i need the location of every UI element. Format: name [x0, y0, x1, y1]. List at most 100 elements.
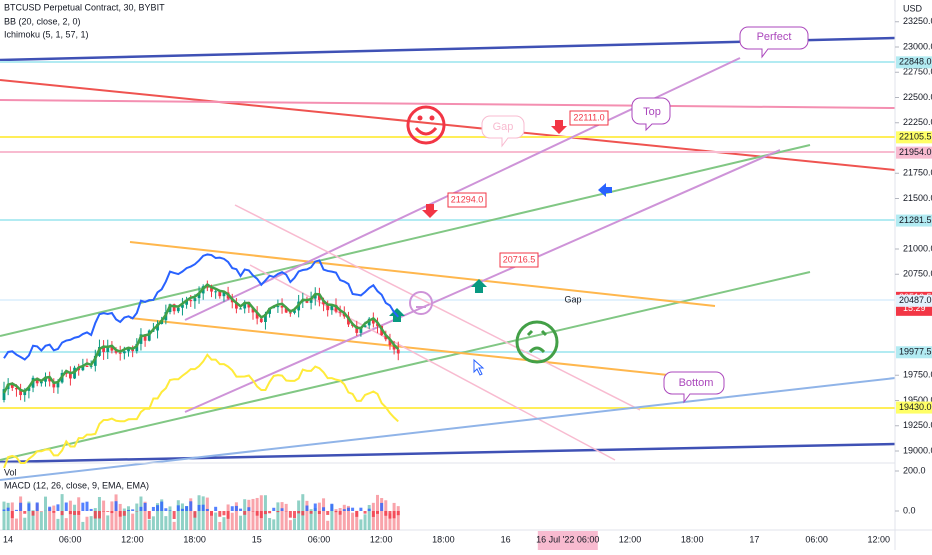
volume-bar [231, 513, 234, 530]
macd-bar [102, 511, 105, 512]
time-label: 18:00 [432, 534, 455, 544]
bb-lower [4, 355, 398, 468]
macd-bar [368, 509, 371, 511]
macd-bar [359, 508, 362, 511]
annotation: Perfect [757, 31, 792, 43]
time-label: 12:00 [619, 534, 642, 544]
macd-bar [69, 511, 72, 514]
price-tag-label: 19977.5 [899, 347, 932, 357]
volume-bar [169, 506, 172, 530]
macd-bar [256, 511, 259, 516]
volume-bar [285, 504, 288, 530]
volume-bar [7, 503, 10, 530]
time-label: 06:00 [308, 534, 331, 544]
candle [239, 308, 242, 309]
volume-bar [148, 520, 151, 530]
volume-bar [56, 519, 59, 530]
volume-bar [131, 514, 134, 530]
macd-bar [330, 504, 333, 511]
macd-bar [268, 511, 271, 513]
macd-bar [355, 511, 358, 517]
macd-bar [235, 506, 238, 511]
volume-bar [351, 513, 354, 530]
macd-bar [260, 511, 263, 518]
pane-tick: 200.0 [903, 465, 926, 475]
time-label: 17 [749, 534, 759, 544]
volume-bar [380, 498, 383, 530]
macd-bar [239, 509, 242, 511]
time-label: 12:00 [868, 534, 891, 544]
macd-bar [127, 510, 130, 511]
macd-bar [119, 511, 122, 517]
macd-bar [36, 502, 39, 511]
volume-bar [222, 517, 225, 530]
macd-bar [351, 508, 354, 511]
volume-bar [239, 516, 242, 530]
volume-bar [73, 505, 76, 530]
candle [194, 298, 197, 301]
volume-bar [214, 513, 217, 530]
macd-bar [181, 509, 184, 511]
macd-bar [206, 509, 209, 511]
pane-tick: 0.0 [903, 505, 916, 515]
volume-bar [65, 518, 68, 530]
macd-bar [305, 506, 308, 511]
macd-bar [380, 503, 383, 511]
time-label: 18:00 [681, 534, 704, 544]
macd-bar [15, 510, 18, 511]
candle [86, 366, 89, 367]
price-label: 19750.0 [903, 370, 932, 380]
macd-bar [73, 511, 76, 515]
volume-bar [119, 504, 122, 530]
macd-bar [139, 507, 142, 511]
candle [397, 350, 400, 354]
volume-bar [198, 495, 201, 530]
macd-bar [397, 511, 400, 515]
price-label: 23000.0 [903, 41, 932, 51]
indicator: Ichimoku (5, 1, 57, 1) [4, 29, 89, 39]
macd-bar [131, 509, 134, 511]
macd-bar [326, 511, 329, 515]
macd-bar [110, 511, 113, 513]
volume-bar [173, 522, 176, 530]
macd-bar [227, 511, 230, 519]
price-tag-label: 20487.0 [899, 295, 932, 305]
volume-bar [281, 502, 284, 530]
price-label: 20750.0 [903, 269, 932, 279]
macd-bar [11, 511, 14, 518]
volume-bar [23, 518, 26, 530]
volume-bar [86, 517, 89, 530]
macd-bar [339, 511, 342, 515]
time-label: 14 [3, 534, 13, 544]
volume-bar [314, 508, 317, 530]
volume-bar [343, 505, 346, 530]
macd-bar [90, 509, 93, 511]
price-tag-label: 21281.5 [899, 215, 932, 225]
macd-bar [264, 511, 267, 514]
candle [214, 291, 217, 292]
indicator: BB (20, close, 2, 0) [4, 16, 81, 26]
volume-bar [359, 519, 362, 530]
macd-bar [314, 503, 317, 511]
price-label: 23250.0 [903, 16, 932, 26]
macd-bar [293, 511, 296, 518]
volume-bar [115, 494, 118, 530]
macd-bar [160, 502, 163, 511]
volume-bar [69, 501, 72, 530]
macd-bar [289, 511, 292, 518]
macd-bar [247, 507, 250, 511]
macd-bar [148, 511, 151, 519]
macd-bar [98, 511, 101, 518]
volume-bar [106, 515, 109, 530]
macd-bar [202, 505, 205, 511]
macd-bar [276, 511, 279, 512]
volume-bar [52, 506, 55, 530]
time-label: 16 Jul '22 06:00 [536, 534, 599, 544]
price-tag-label: 22848.0 [899, 57, 932, 67]
macd-bar [32, 511, 35, 516]
volume-bar [397, 506, 400, 530]
volume-bar [289, 520, 292, 530]
volume-bar [181, 503, 184, 530]
